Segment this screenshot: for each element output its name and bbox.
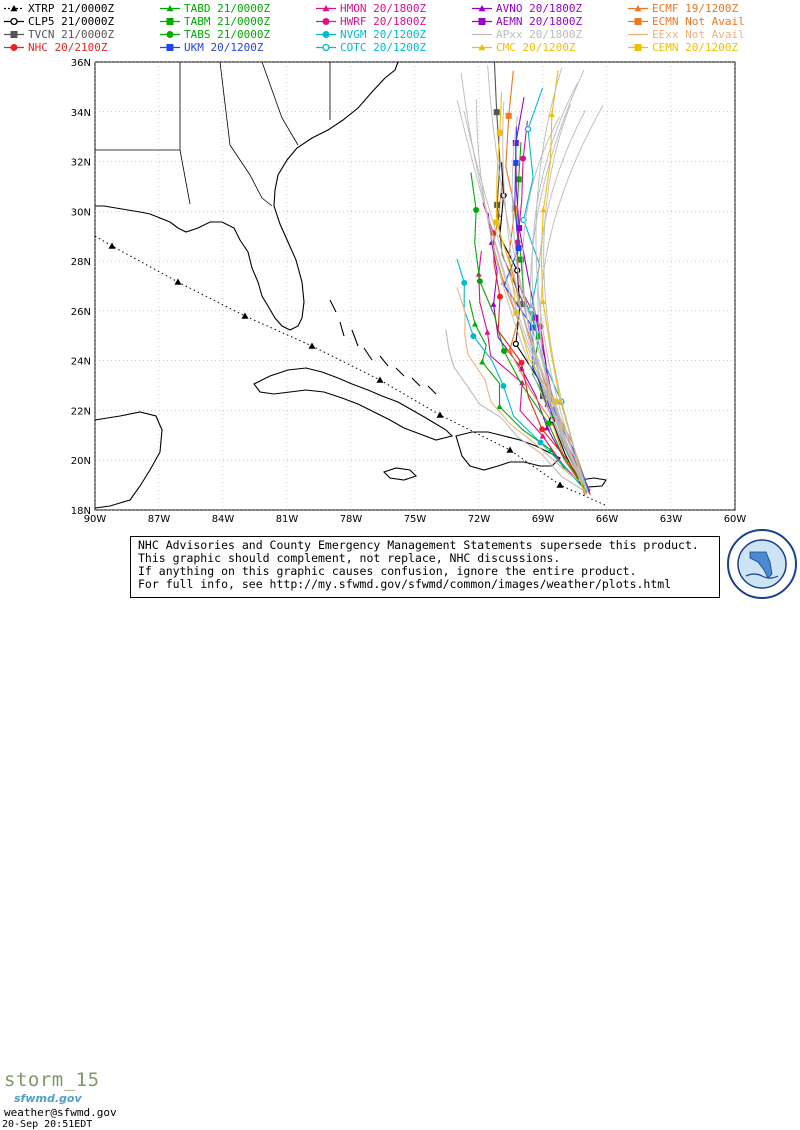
legend-label: CMC 20/1200Z [496, 41, 576, 54]
lon-label: 75W [404, 514, 427, 525]
legend-swatch [628, 44, 648, 51]
legend-label: AVNO 20/1800Z [496, 2, 583, 15]
legend-label: TVCN 21/0000Z [28, 28, 115, 41]
legend-swatch [160, 44, 180, 51]
lat-label: 26N [71, 307, 91, 318]
legend-label: TABM 21/0000Z [184, 15, 271, 28]
lat-label: 32N [71, 158, 91, 169]
model-track [445, 329, 587, 493]
legend-swatch [628, 33, 648, 36]
legend-swatch [628, 5, 648, 12]
jamaica [382, 467, 418, 481]
lat-label: 36N [71, 58, 91, 69]
legend-label: CEMN 20/1200Z [652, 41, 739, 54]
model-track [499, 162, 585, 491]
xtrp-track [94, 235, 606, 506]
lon-label: 69W [532, 514, 555, 525]
disclaimer-line: If anything on this graphic causes confu… [138, 564, 637, 578]
lat-label: 28N [71, 257, 91, 268]
lon-label: 87W [148, 514, 171, 525]
legend-swatch [472, 33, 492, 36]
lon-label: 66W [596, 514, 619, 525]
legend-label: UKM 20/1200Z [184, 41, 264, 54]
legend-swatch [472, 5, 492, 12]
timestamp: 20-Sep 20:51EDT [2, 1119, 93, 1130]
legend-label: TABS 21/0000Z [184, 28, 271, 41]
legend-label: TABD 21/0000Z [184, 2, 271, 15]
legend-label: HWRF 20/1800Z [340, 15, 427, 28]
legend-label: HMON 20/1800Z [340, 2, 427, 15]
legend-swatch [160, 18, 180, 25]
lat-label: 22N [71, 406, 91, 417]
sfwmd-logo: storm_15 sfwmd.gov weather@sfwmd.gov 20-… [0, 534, 130, 1130]
legend-swatch [316, 5, 336, 12]
ensemble-track [529, 69, 589, 493]
forecast-tracks [445, 62, 604, 495]
lon-label: 84W [212, 514, 235, 525]
legend-label: NHC 20/2100Z [28, 41, 108, 54]
legend-swatch [160, 5, 180, 12]
legend-label: ECMF 19/1200Z [652, 2, 739, 15]
legend-label: AEMN 20/1800Z [496, 15, 583, 28]
legend-label: XTRP 21/0000Z [28, 2, 115, 15]
legend-swatch [316, 43, 336, 52]
model-track [470, 172, 588, 491]
legend-swatch [4, 44, 24, 51]
lat-label: 30N [71, 207, 91, 218]
model-track [456, 287, 592, 491]
cuba [253, 367, 454, 441]
model-track [487, 212, 588, 492]
us-east-coast [95, 61, 399, 331]
bahamas [329, 299, 437, 395]
disclaimer-link[interactable]: For full info, see http://my.sfwmd.gov/s… [138, 577, 672, 591]
disclaimer-line: This graphic should complement, not repl… [138, 551, 561, 565]
ensemble-track [511, 116, 589, 493]
ensemble-track [531, 82, 589, 493]
yucatan [94, 411, 163, 509]
legend-swatch [4, 31, 24, 38]
legend-swatch [472, 44, 492, 51]
contact-email[interactable]: weather@sfwmd.gov [4, 1106, 117, 1119]
ensemble-track [543, 104, 589, 493]
lon-label: 81W [276, 514, 299, 525]
legend-swatch [4, 5, 24, 12]
lat-label: 34N [71, 108, 91, 119]
legend-swatch [4, 17, 24, 26]
sfwmd-seal [727, 529, 797, 599]
disclaimer-box: NHC Advisories and County Emergency Mana… [130, 536, 720, 598]
lat-label: 20N [71, 456, 91, 467]
legend-swatch [316, 31, 336, 38]
legend-swatch [472, 18, 492, 25]
legend-swatch [160, 31, 180, 38]
lon-label: 60W [724, 514, 747, 525]
legend-label: EExx Not Avail [652, 28, 745, 41]
lon-label: 72W [468, 514, 491, 525]
legend-label: NVGM 20/1200Z [340, 28, 427, 41]
brand-subtitle: sfwmd.gov [14, 1092, 82, 1105]
lon-label: 78W [340, 514, 363, 525]
legend-label: CLP5 21/0000Z [28, 15, 115, 28]
lon-label: 90W [84, 514, 107, 525]
ensemble-track [535, 67, 589, 493]
legend-label: APxx 20/1800Z [496, 28, 583, 41]
ensemble-track [476, 99, 589, 493]
lat-label: 24N [71, 357, 91, 368]
state-borders [95, 61, 331, 207]
legend-swatch [316, 18, 336, 25]
model-legend: XTRP 21/0000Z TABD 21/0000Z HMON 20/1800Z A… [0, 0, 800, 56]
disclaimer-line: NHC Advisories and County Emergency Mana… [138, 538, 699, 552]
ensemble-track [522, 116, 589, 493]
brand-name: storm_15 [4, 1069, 100, 1091]
lat-label: 18N [71, 506, 91, 517]
legend-label: ECMN Not Avail [652, 15, 745, 28]
model-track [456, 258, 587, 492]
model-track [495, 92, 586, 494]
ensemble-track [460, 72, 589, 493]
legend-swatch [628, 18, 648, 25]
model-track [478, 250, 587, 491]
lon-label: 63W [660, 514, 683, 525]
legend-label: COTC 20/1200Z [340, 41, 427, 54]
